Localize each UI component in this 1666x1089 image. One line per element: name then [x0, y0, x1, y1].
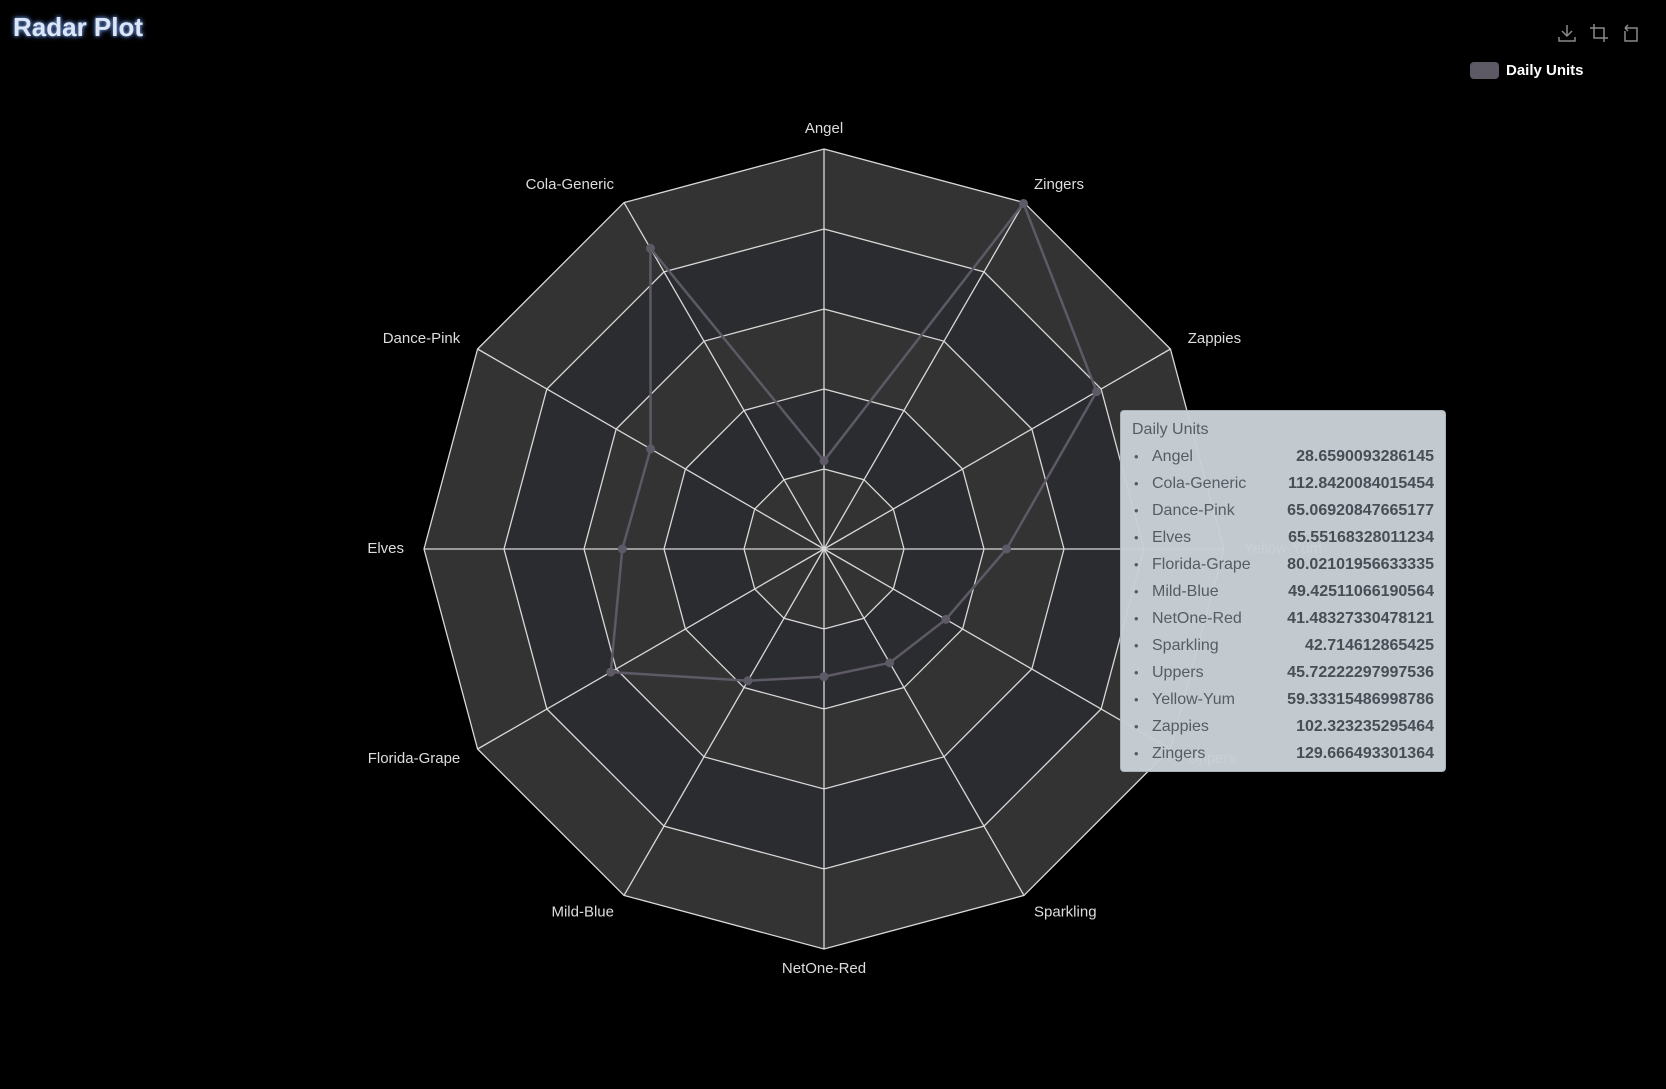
- tooltip-row: • Mild-Blue 49.42511066190564: [1132, 578, 1434, 605]
- radar-axis-label: NetOne-Red: [782, 960, 866, 977]
- data-point: [744, 677, 752, 685]
- tooltip-row-value: 80.02101956633335: [1287, 556, 1434, 574]
- tooltip-bullet: •: [1132, 665, 1152, 680]
- tooltip-row-name: Zappies: [1152, 718, 1296, 736]
- tooltip-bullet: •: [1132, 449, 1152, 464]
- tooltip-row-value: 59.33315486998786: [1287, 691, 1434, 709]
- data-point: [647, 445, 655, 453]
- tooltip-row: • Zingers 129.666493301364: [1132, 740, 1434, 767]
- tooltip-row: • Dance-Pink 65.06920847665177: [1132, 497, 1434, 524]
- radar-axis-label: Sparkling: [1034, 904, 1097, 921]
- tooltip-row-name: Angel: [1152, 448, 1296, 466]
- tooltip-row: • Florida-Grape 80.02101956633335: [1132, 551, 1434, 578]
- tooltip-row-name: NetOne-Red: [1152, 610, 1287, 628]
- tooltip-bullet: •: [1132, 530, 1152, 545]
- tooltip-bullet: •: [1132, 692, 1152, 707]
- tooltip-row-value: 112.8420084015454: [1288, 475, 1434, 493]
- tooltip-bullet: •: [1132, 476, 1152, 491]
- tooltip-row-value: 102.323235295464: [1296, 718, 1434, 736]
- data-point: [607, 668, 615, 676]
- data-point: [942, 615, 950, 623]
- tooltip-row-value: 28.6590093286145: [1296, 448, 1434, 466]
- tooltip-row-name: Cola-Generic: [1152, 475, 1288, 493]
- radar-axis-label: Elves: [367, 540, 404, 557]
- tooltip-row-value: 49.42511066190564: [1288, 583, 1434, 601]
- tooltip-row: • NetOne-Red 41.48327330478121: [1132, 605, 1434, 632]
- data-point: [1019, 199, 1027, 207]
- tooltip-row: • Sparkling 42.714612865425: [1132, 632, 1434, 659]
- data-point: [646, 244, 654, 252]
- tooltip-row-name: Elves: [1152, 529, 1288, 547]
- data-point: [1093, 388, 1101, 396]
- tooltip-bullet: •: [1132, 584, 1152, 599]
- tooltip-row: • Cola-Generic 112.8420084015454: [1132, 470, 1434, 497]
- radar-axis-label: Dance-Pink: [383, 330, 461, 347]
- data-point: [618, 545, 626, 553]
- tooltip-row-value: 41.48327330478121: [1287, 610, 1434, 628]
- tooltip-row-name: Dance-Pink: [1152, 502, 1287, 520]
- tooltip-title: Daily Units: [1132, 421, 1434, 439]
- data-point: [820, 457, 828, 465]
- tooltip-row-name: Florida-Grape: [1152, 556, 1287, 574]
- tooltip-row: • Zappies 102.323235295464: [1132, 713, 1434, 740]
- tooltip-row-name: Sparkling: [1152, 637, 1305, 655]
- tooltip-row: • Angel 28.6590093286145: [1132, 443, 1434, 470]
- radar-axis-label: Zingers: [1034, 176, 1084, 193]
- tooltip-row-value: 42.714612865425: [1305, 637, 1434, 655]
- data-point: [1003, 545, 1011, 553]
- radar-axis-label: Zappies: [1188, 330, 1241, 347]
- tooltip-row-value: 65.55168328011234: [1288, 529, 1434, 547]
- tooltip-row-value: 129.666493301364: [1296, 745, 1434, 763]
- tooltip-row: • Elves 65.55168328011234: [1132, 524, 1434, 551]
- tooltip-rows: • Angel 28.6590093286145 • Cola-Generic 112.8…: [1132, 443, 1434, 767]
- data-point: [820, 673, 828, 681]
- radar-axis-label: Mild-Blue: [551, 904, 614, 921]
- tooltip-row: • Yellow-Yum 59.33315486998786: [1132, 686, 1434, 713]
- radar-axis-label: Angel: [805, 120, 843, 137]
- tooltip-bullet: •: [1132, 557, 1152, 572]
- tooltip-bullet: •: [1132, 611, 1152, 626]
- tooltip-row: • Uppers 45.72222297997536: [1132, 659, 1434, 686]
- tooltip-row-name: Mild-Blue: [1152, 583, 1288, 601]
- tooltip-bullet: •: [1132, 719, 1152, 734]
- tooltip-row-name: Zingers: [1152, 745, 1296, 763]
- radar-axis-label: Cola-Generic: [526, 176, 615, 193]
- tooltip-bullet: •: [1132, 503, 1152, 518]
- data-point: [886, 659, 894, 667]
- tooltip-row-name: Yellow-Yum: [1152, 691, 1287, 709]
- radar-axis-label: Florida-Grape: [368, 750, 461, 767]
- tooltip: Daily Units • Angel 28.6590093286145 • Cola-…: [1120, 410, 1446, 772]
- tooltip-row-value: 65.06920847665177: [1287, 502, 1434, 520]
- tooltip-row-value: 45.72222297997536: [1287, 664, 1434, 682]
- tooltip-bullet: •: [1132, 638, 1152, 653]
- tooltip-row-name: Uppers: [1152, 664, 1287, 682]
- tooltip-bullet: •: [1132, 746, 1152, 761]
